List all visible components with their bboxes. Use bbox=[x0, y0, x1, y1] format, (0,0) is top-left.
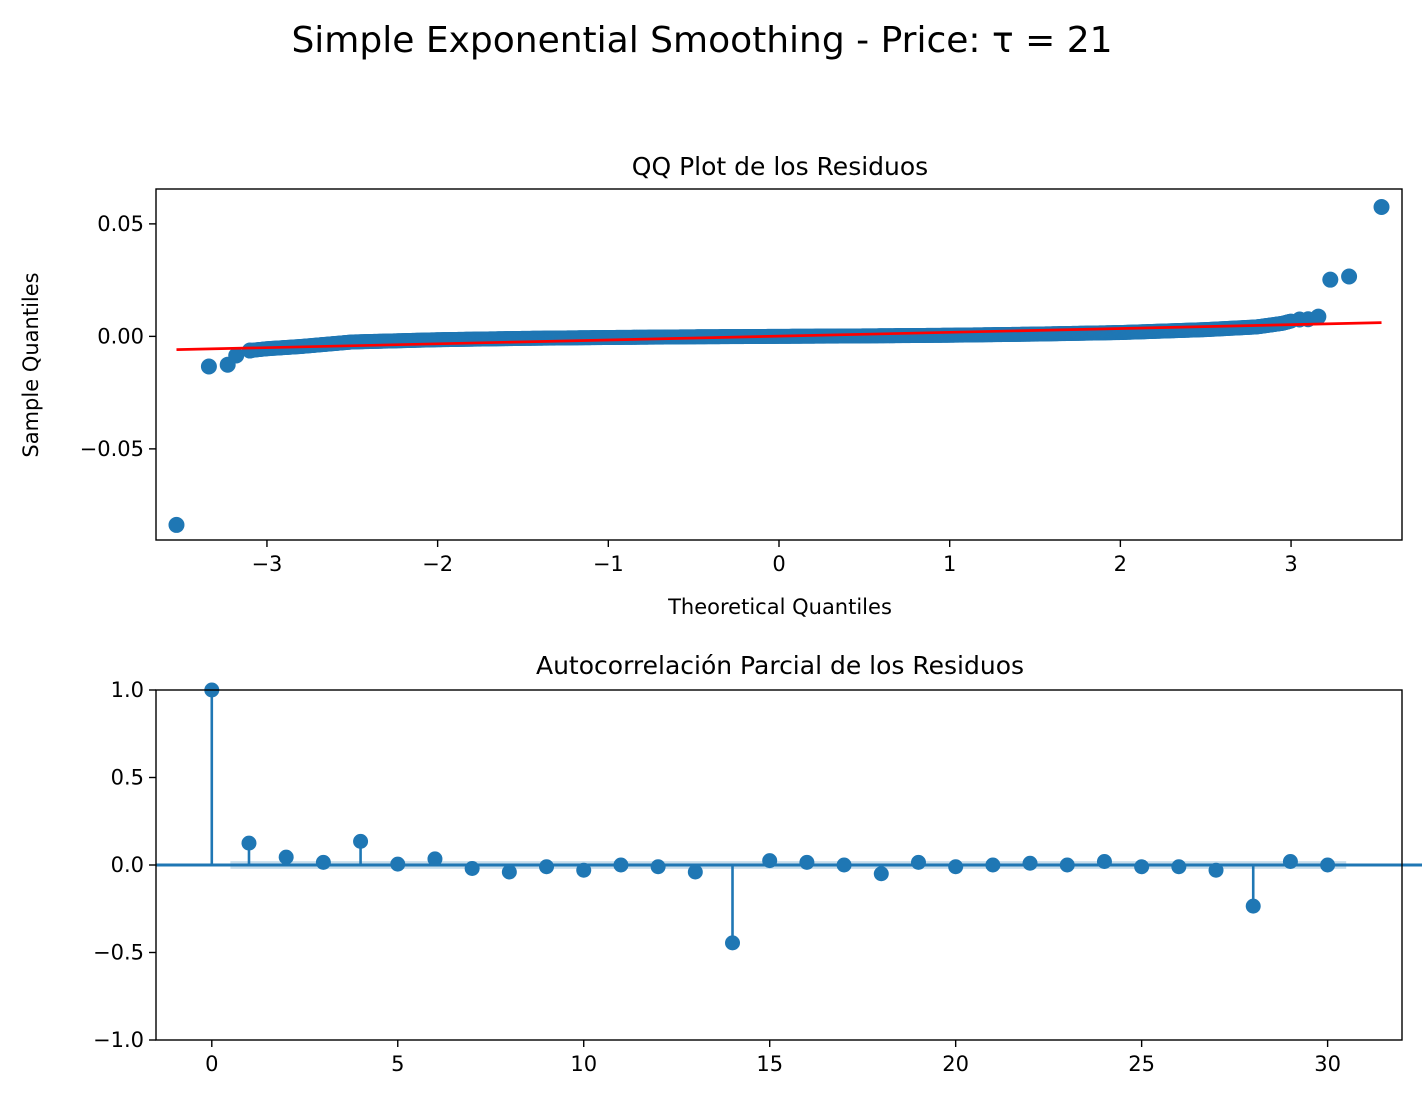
qq-xtick-label: −3 bbox=[251, 552, 282, 576]
pacf-marker bbox=[353, 833, 369, 849]
figure-suptitle: Simple Exponential Smoothing - Price: τ … bbox=[291, 20, 1112, 61]
pacf-marker bbox=[725, 935, 741, 951]
pacf-marker bbox=[948, 859, 964, 875]
qq-outlier-point bbox=[1373, 199, 1390, 215]
pacf-marker bbox=[576, 862, 592, 878]
pacf-xtick-label: 5 bbox=[391, 1052, 404, 1076]
qq-outlier-point bbox=[228, 347, 245, 364]
pacf-plot-title: Autocorrelación Parcial de los Residuos bbox=[536, 651, 1024, 680]
pacf-marker bbox=[910, 854, 926, 870]
qq-xtick-label: 2 bbox=[1114, 552, 1127, 576]
pacf-xtick-label: 25 bbox=[1128, 1052, 1155, 1076]
pacf-marker bbox=[1320, 857, 1336, 873]
qq-outlier-point bbox=[241, 342, 258, 359]
pacf-marker bbox=[1245, 898, 1261, 914]
pacf-marker bbox=[1282, 854, 1298, 869]
pacf-plot-panel: Autocorrelación Parcial de los Residuos … bbox=[93, 651, 1422, 1076]
qq-outlier-point bbox=[200, 358, 217, 375]
pacf-ytick-label: −0.5 bbox=[93, 941, 144, 965]
pacf-marker bbox=[799, 854, 815, 870]
pacf-marker bbox=[1134, 859, 1150, 875]
pacf-marker bbox=[1096, 854, 1112, 869]
pacf-xtick-label: 0 bbox=[205, 1052, 218, 1076]
pacf-marker bbox=[985, 857, 1001, 873]
pacf-xtick-label: 30 bbox=[1314, 1052, 1341, 1076]
qq-plot-panel: QQ Plot de los Residuos −3 −2 −1 0 1 2 3 0.05 0.… bbox=[19, 152, 1403, 619]
pacf-marker bbox=[539, 859, 555, 875]
qq-ytick-label: 0.05 bbox=[97, 212, 144, 236]
pacf-ytick-label: −1.0 bbox=[93, 1028, 144, 1052]
qq-plot-xlabel: Theoretical Quantiles bbox=[667, 595, 892, 619]
pacf-marker bbox=[762, 853, 778, 869]
qq-outlier-point bbox=[1310, 308, 1327, 325]
pacf-marker bbox=[1208, 862, 1224, 878]
qq-outlier-point bbox=[1322, 271, 1339, 288]
pacf-marker bbox=[613, 857, 629, 873]
pacf-marker bbox=[390, 856, 406, 872]
pacf-marker bbox=[836, 857, 852, 873]
pacf-marker bbox=[315, 854, 331, 870]
pacf-marker bbox=[1022, 855, 1038, 871]
qq-axes-frame bbox=[155, 188, 1403, 541]
qq-xtick-label: 3 bbox=[1284, 552, 1297, 576]
qq-outlier-point bbox=[168, 516, 185, 533]
pacf-marker bbox=[464, 861, 480, 876]
pacf-marker bbox=[873, 866, 889, 882]
qq-ytick-label: −0.05 bbox=[80, 437, 144, 461]
qq-xtick-label: −1 bbox=[593, 552, 624, 576]
qq-ytick-label: 0.00 bbox=[97, 324, 144, 348]
pacf-marker bbox=[650, 859, 666, 875]
pacf-ytick-label: 1.0 bbox=[111, 678, 144, 702]
qq-outlier-point bbox=[1341, 268, 1358, 285]
qq-plot-title: QQ Plot de los Residuos bbox=[632, 152, 928, 181]
pacf-marker bbox=[1059, 857, 1075, 873]
pacf-xtick-label: 20 bbox=[942, 1052, 969, 1076]
qq-xtick-label: 0 bbox=[772, 552, 785, 576]
qq-xtick-label: −2 bbox=[422, 552, 453, 576]
qq-reference-line bbox=[176, 321, 1382, 351]
pacf-marker bbox=[501, 864, 517, 880]
qq-xtick-label: 1 bbox=[943, 552, 956, 576]
pacf-marker bbox=[1171, 859, 1187, 875]
pacf-marker bbox=[278, 849, 294, 865]
pacf-xtick-label: 10 bbox=[570, 1052, 597, 1076]
pacf-ytick-label: 0.0 bbox=[111, 853, 144, 877]
pacf-marker bbox=[427, 851, 443, 867]
pacf-marker bbox=[687, 864, 703, 880]
qq-plot-ylabel: Sample Quantiles bbox=[19, 272, 43, 457]
pacf-marker bbox=[241, 835, 257, 851]
pacf-xtick-label: 15 bbox=[756, 1052, 783, 1076]
pacf-ytick-label: 0.5 bbox=[111, 766, 144, 790]
